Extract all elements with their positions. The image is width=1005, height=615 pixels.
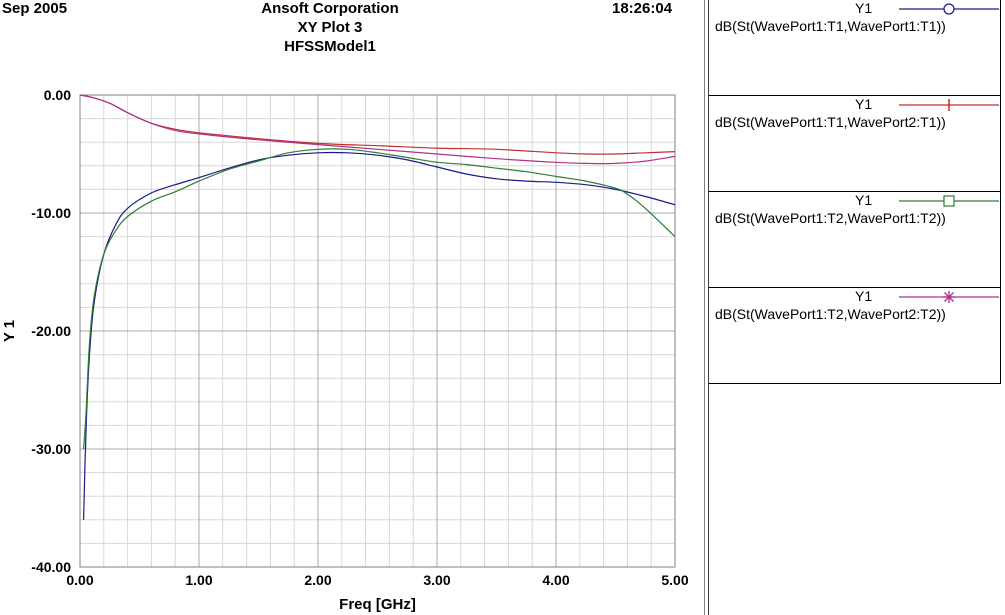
x-tick-label: 0.00: [66, 572, 93, 588]
legend-y-label: Y1: [855, 96, 873, 112]
plot-company: Ansoft Corporation: [261, 0, 399, 17]
x-tick-label: 1.00: [185, 572, 212, 588]
legend-y-label: Y1: [855, 288, 873, 304]
legend-expression: dB(St(WavePort1:T1,WavePort1:T1)): [715, 18, 946, 34]
x-axis-label: Freq [GHz]: [339, 596, 416, 613]
x-tick-label: 4.00: [542, 572, 569, 588]
panel-separator[interactable]: [704, 0, 705, 615]
y-tick-label: -40.00: [31, 559, 71, 575]
y-tick-label: -20.00: [31, 323, 71, 339]
legend-entry[interactable]: Y1 dB(St(WavePort1:T2,WavePort2:T2)): [709, 288, 1001, 384]
x-tick-label: 2.00: [304, 572, 331, 588]
plot-date: Sep 2005: [2, 0, 68, 17]
legend-entry[interactable]: Y1 dB(St(WavePort1:T2,WavePort1:T2)): [709, 192, 1001, 288]
legend-swatch-asterisk-icon: [899, 290, 999, 304]
legend-expression: dB(St(WavePort1:T2,WavePort2:T2)): [715, 306, 946, 322]
x-tick-label: 3.00: [423, 572, 450, 588]
y-tick-label: -30.00: [31, 441, 71, 457]
legend-expression: dB(St(WavePort1:T2,WavePort1:T2)): [715, 210, 946, 226]
x-tick-label: 5.00: [661, 572, 688, 588]
plot-title: XY Plot 3: [297, 19, 363, 36]
series-line-4: [79, 94, 676, 165]
xy-plot: 0.00 1.00 2.00 3.00 4.00 5.00 0.00 -10.00 -20.00…: [1, 87, 689, 613]
panel-separator-inner: [708, 0, 709, 615]
y-axis-label: Y 1: [1, 320, 18, 342]
legend-entry[interactable]: Y1 dB(St(WavePort1:T1,WavePort2:T1)): [709, 96, 1001, 192]
legend-swatch-square-icon: [899, 194, 999, 208]
legend-entry[interactable]: Y1 dB(St(WavePort1:T1,WavePort1:T1)): [709, 0, 1001, 96]
series-line-3: [83, 148, 676, 450]
legend-expression: dB(St(WavePort1:T1,WavePort2:T1)): [715, 114, 946, 130]
y-tick-label: 0.00: [44, 87, 71, 103]
legend-y-label: Y1: [855, 192, 873, 208]
legend-swatch-circle-icon: [899, 2, 999, 16]
plot-frame: [79, 94, 676, 568]
legend-y-label: Y1: [855, 0, 873, 16]
plot-model-name: HFSSModel1: [284, 38, 376, 55]
plot-time: 18:26:04: [612, 0, 673, 17]
legend-swatch-vertical-bar-icon: [899, 98, 999, 112]
y-tick-label: -10.00: [31, 205, 71, 221]
